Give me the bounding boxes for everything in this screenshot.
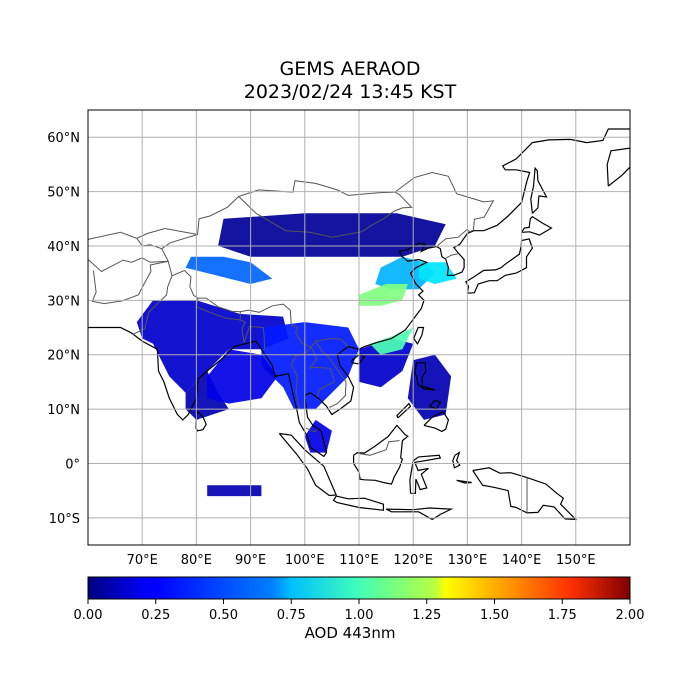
latitude-tick-label: 0°: [65, 457, 80, 472]
title-line-product: GEMS AERAOD: [279, 58, 421, 80]
latitude-tick-label: 60°N: [47, 131, 80, 146]
latitude-labels: 60°N 50°N 40°N 30°N 20°N 10°N 0° 10°S: [47, 131, 80, 527]
title-line-datetime: 2023/02/24 13:45 KST: [243, 81, 457, 103]
coastline: [396, 402, 412, 419]
longitude-tick-label: 120°E: [393, 553, 433, 568]
colorbar-tick-label: 2.00: [616, 608, 645, 623]
coastline: [606, 147, 630, 187]
latitude-tick-label: 40°N: [47, 240, 80, 255]
colorbar-tick-label: 1.25: [412, 608, 441, 623]
aod-region: [207, 485, 262, 497]
country-border: [356, 440, 400, 456]
colorbar-tick-label: 0.00: [74, 608, 103, 623]
map-title: GEMS AERAOD 2023/02/24 13:45 KST: [0, 58, 700, 104]
colorbar-ticks: 0.00 0.25 0.50 0.75 1.00 1.25 1.50 1.75 2.00: [74, 599, 645, 623]
coastline: [278, 432, 338, 497]
coastline: [423, 411, 450, 433]
country-border: [238, 180, 395, 197]
colorbar-tick-label: 1.75: [548, 608, 577, 623]
coastline: [429, 399, 442, 410]
coastline: [414, 362, 436, 391]
aod-region: [359, 338, 414, 388]
longitude-tick-label: 150°E: [556, 553, 596, 568]
longitude-tick-label: 70°E: [127, 553, 158, 568]
longitude-tick-label: 130°E: [448, 553, 488, 568]
country-border: [136, 238, 162, 250]
country-border: [305, 427, 318, 433]
coastline: [332, 495, 384, 511]
colorbar-tick-label: 1.50: [480, 608, 509, 623]
colorbar: [87, 576, 631, 600]
aod-region: [304, 419, 332, 453]
country-border: [315, 340, 347, 408]
coastline: [472, 467, 578, 521]
colorbar-tick-label: 0.25: [141, 608, 170, 623]
aod-region: [418, 262, 457, 284]
colorbar-tick-label: 1.00: [345, 608, 374, 623]
latitude-tick-label: 20°N: [47, 349, 80, 364]
colorbar-tick-label: 0.75: [277, 608, 306, 623]
colorbar-label: AOD 443nm: [304, 624, 396, 642]
aod-region: [407, 354, 452, 420]
country-border: [446, 253, 459, 259]
latitude-tick-label: 10°S: [49, 512, 80, 527]
coastline: [413, 326, 425, 345]
country-border: [439, 513, 442, 515]
country-border: [394, 171, 495, 233]
country-border: [238, 191, 413, 238]
country-border: [88, 257, 169, 273]
country-border: [91, 260, 169, 305]
coastline: [456, 479, 472, 484]
coastline: [409, 454, 442, 494]
country-border: [308, 346, 336, 398]
longitude-tick-label: 140°E: [502, 553, 542, 568]
longitude-tick-label: 100°E: [285, 553, 325, 568]
country-border: [240, 319, 266, 350]
aod-region: [369, 327, 414, 355]
gridlines: [88, 110, 630, 545]
longitude-tick-label: 90°E: [235, 553, 266, 568]
colorbar-tick-label: 0.50: [209, 608, 238, 623]
longitude-labels: 70°E 80°E 90°E 100°E 110°E 120°E 130°E 140°E 150…: [127, 553, 596, 568]
longitude-tick-label: 110°E: [339, 553, 379, 568]
coastline: [521, 215, 553, 236]
coastline: [452, 451, 461, 469]
coastline: [353, 424, 409, 485]
longitude-tick-label: 80°E: [181, 553, 212, 568]
coastline: [530, 166, 548, 214]
country-borders: [88, 171, 528, 515]
map-frame: [87, 109, 631, 546]
aod-region: [207, 349, 278, 404]
latitude-tick-label: 30°N: [47, 294, 80, 309]
aod-region: [261, 322, 359, 410]
latitude-tick-label: 50°N: [47, 186, 80, 201]
latitude-tick-label: 10°N: [47, 403, 80, 418]
aod-region: [218, 213, 446, 257]
